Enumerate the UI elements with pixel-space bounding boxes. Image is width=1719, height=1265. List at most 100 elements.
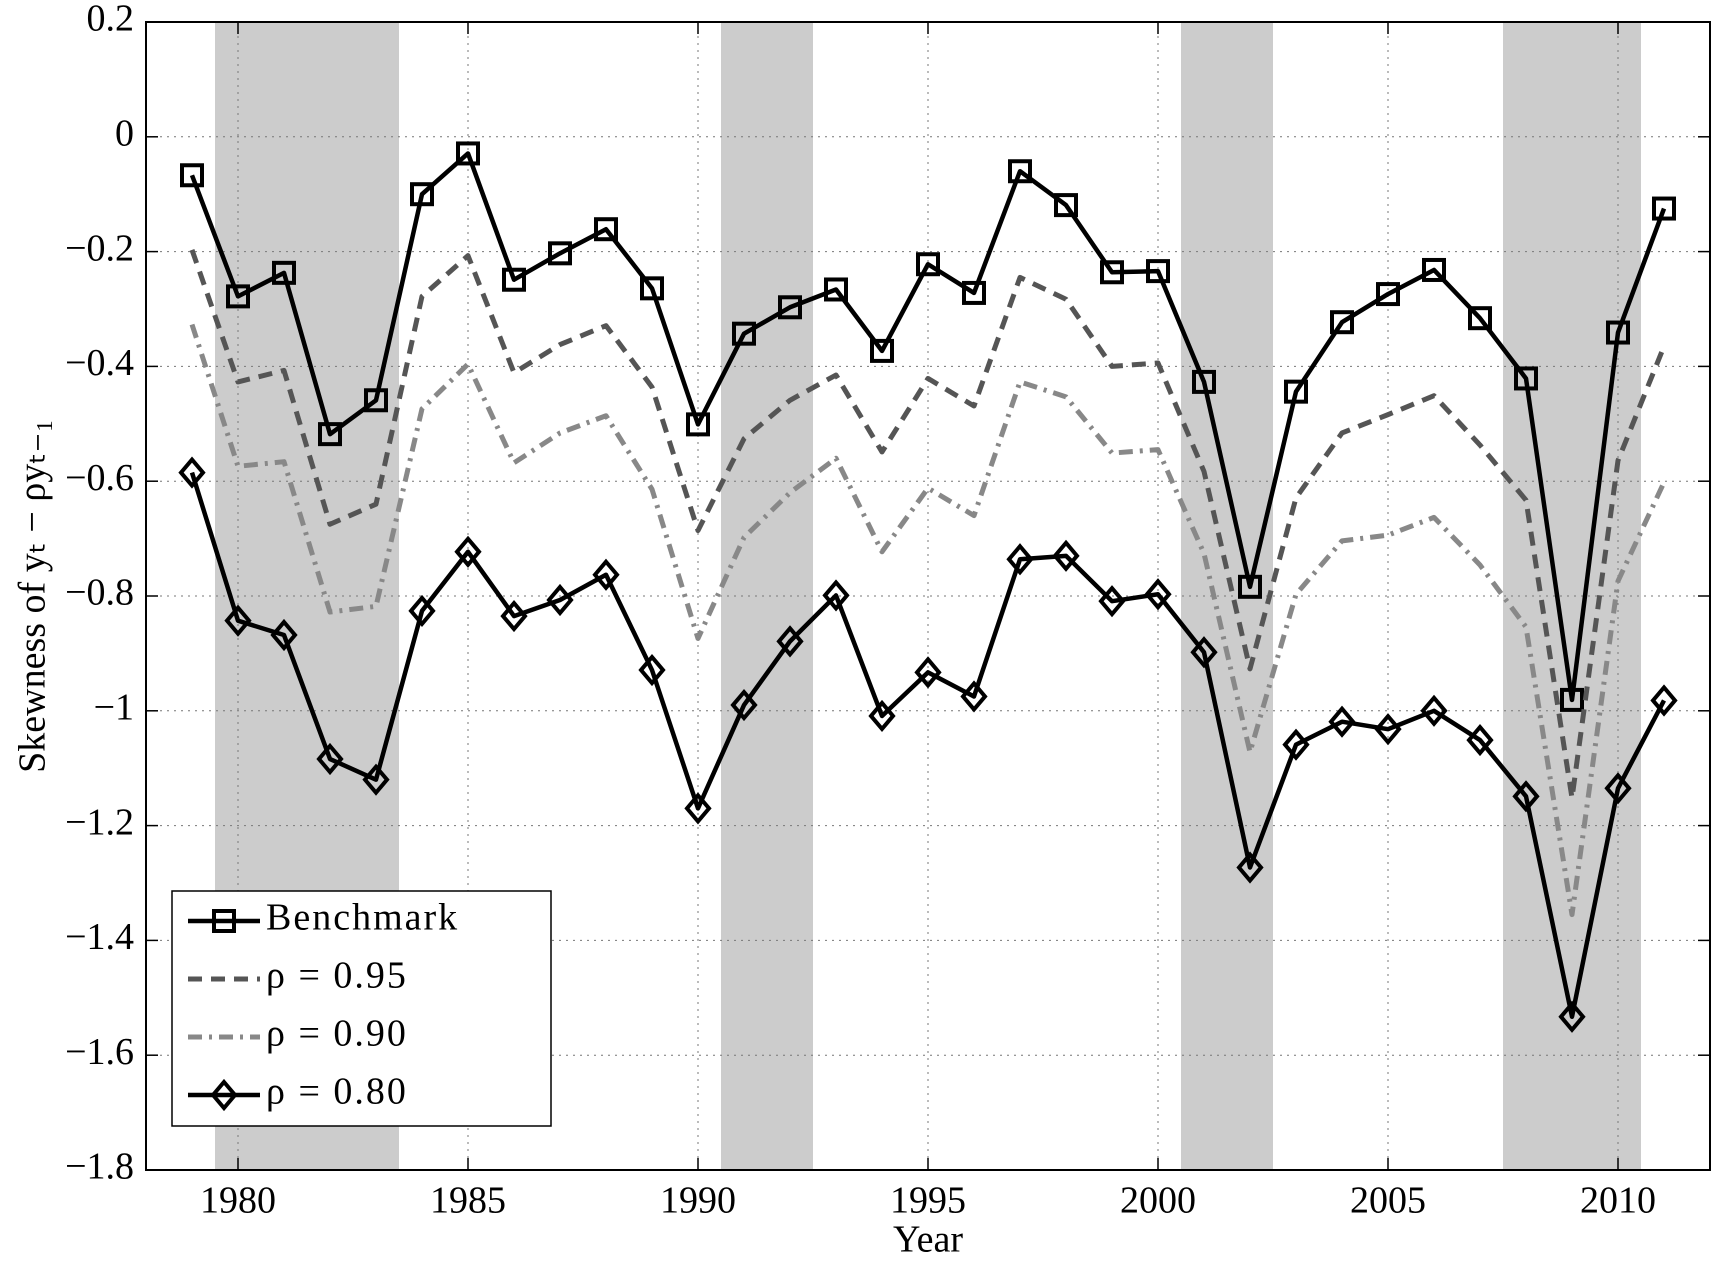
data-point (1606, 320, 1630, 345)
data-point (686, 412, 710, 437)
data-point (178, 456, 206, 489)
y-axis-label: Skewness of yₜ − ρyₜ₋₁ (12, 419, 54, 773)
data-point (1282, 728, 1310, 761)
data-point (502, 267, 526, 292)
data-point (500, 599, 528, 633)
data-point (226, 284, 250, 309)
legend-label: Benchmark (266, 897, 459, 939)
data-point (318, 422, 342, 447)
data-point (408, 594, 436, 628)
data-point (224, 604, 252, 637)
x-tick-label: 1995 (890, 1180, 966, 1222)
data-point (916, 252, 940, 277)
data-point (962, 280, 986, 305)
data-point (410, 182, 434, 207)
data-point (454, 535, 482, 568)
legend: Benchmark ρ = 0.95 ρ = 0.90 ρ = 0.80 (171, 890, 552, 1127)
x-tick-label: 1985 (430, 1180, 506, 1222)
data-point (546, 583, 574, 617)
data-point (1144, 578, 1172, 611)
y-tick-label: −1.2 (65, 801, 134, 843)
x-tick-label: 1990 (660, 1180, 736, 1222)
data-point (824, 277, 848, 302)
y-tick-label: −0.8 (65, 572, 134, 614)
data-point (776, 625, 804, 658)
data-point (272, 260, 296, 285)
data-point (1558, 1000, 1586, 1033)
data-point (362, 763, 390, 796)
y-tick-label: −0.2 (65, 227, 134, 269)
data-point (1052, 539, 1080, 572)
series-line (189, 249, 1667, 801)
data-point (1100, 260, 1124, 285)
data-point (1604, 772, 1632, 805)
y-tick-label: −0.6 (65, 457, 134, 499)
data-point (1098, 585, 1126, 618)
data-point (778, 295, 802, 320)
data-point (1284, 379, 1308, 404)
legend-label: ρ = 0.90 (266, 1013, 408, 1055)
data-point (1420, 694, 1448, 727)
series-line (189, 323, 1667, 918)
data-point (1376, 282, 1400, 307)
data-point (914, 656, 942, 689)
x-tick-label: 2005 (1350, 1180, 1426, 1222)
data-point (638, 653, 666, 687)
data-point (1466, 723, 1494, 757)
data-point (180, 163, 204, 188)
x-axis-label: Year (893, 1219, 963, 1261)
data-point (868, 699, 896, 733)
data-point (684, 792, 712, 825)
data-point (732, 321, 756, 346)
data-point (1560, 687, 1584, 712)
data-point (456, 141, 480, 166)
y-tick-label: −1.4 (65, 916, 134, 958)
data-point (1236, 851, 1264, 884)
y-tick-label: −1.8 (65, 1146, 134, 1188)
series-line (189, 151, 1667, 703)
shaded-region (1503, 22, 1641, 1170)
data-point (640, 276, 664, 301)
data-point (1512, 780, 1540, 813)
data-point (1054, 193, 1078, 218)
series-line (189, 471, 1666, 1019)
y-tick-label: −1 (94, 687, 134, 729)
legend-label: ρ = 0.95 (266, 955, 408, 997)
data-point (730, 688, 758, 722)
plot-frame (145, 21, 1711, 1171)
data-point (1238, 574, 1262, 599)
legend-marker (210, 1078, 238, 1112)
data-point (270, 618, 298, 652)
data-point (594, 217, 618, 242)
data-point (1374, 713, 1402, 746)
x-tick-label: 1980 (200, 1180, 276, 1222)
legend-marker (212, 909, 236, 933)
data-point (1008, 159, 1032, 184)
data-point (1328, 705, 1356, 738)
y-tick-label: −1.6 (65, 1031, 134, 1073)
data-point (548, 241, 572, 266)
x-tick-label: 2000 (1120, 1180, 1196, 1222)
data-point (1192, 369, 1216, 394)
data-point (1330, 310, 1354, 335)
x-tick-label: 2010 (1580, 1180, 1656, 1222)
data-point (1190, 636, 1218, 669)
y-tick-label: 0.2 (87, 0, 135, 40)
data-point (592, 558, 620, 591)
data-point (1422, 257, 1446, 282)
data-point (1006, 543, 1034, 576)
data-point (1146, 259, 1170, 284)
data-point (1468, 306, 1492, 331)
data-point (1514, 366, 1538, 391)
data-point (316, 742, 344, 776)
data-point (960, 680, 988, 713)
y-tick-label: 0 (115, 113, 134, 155)
data-point (1652, 196, 1676, 221)
data-point (870, 338, 894, 363)
y-tick-label: −0.4 (65, 342, 134, 384)
data-point (364, 388, 388, 413)
data-point (822, 579, 850, 612)
data-point (1650, 684, 1678, 717)
legend-label: ρ = 0.80 (266, 1071, 408, 1113)
